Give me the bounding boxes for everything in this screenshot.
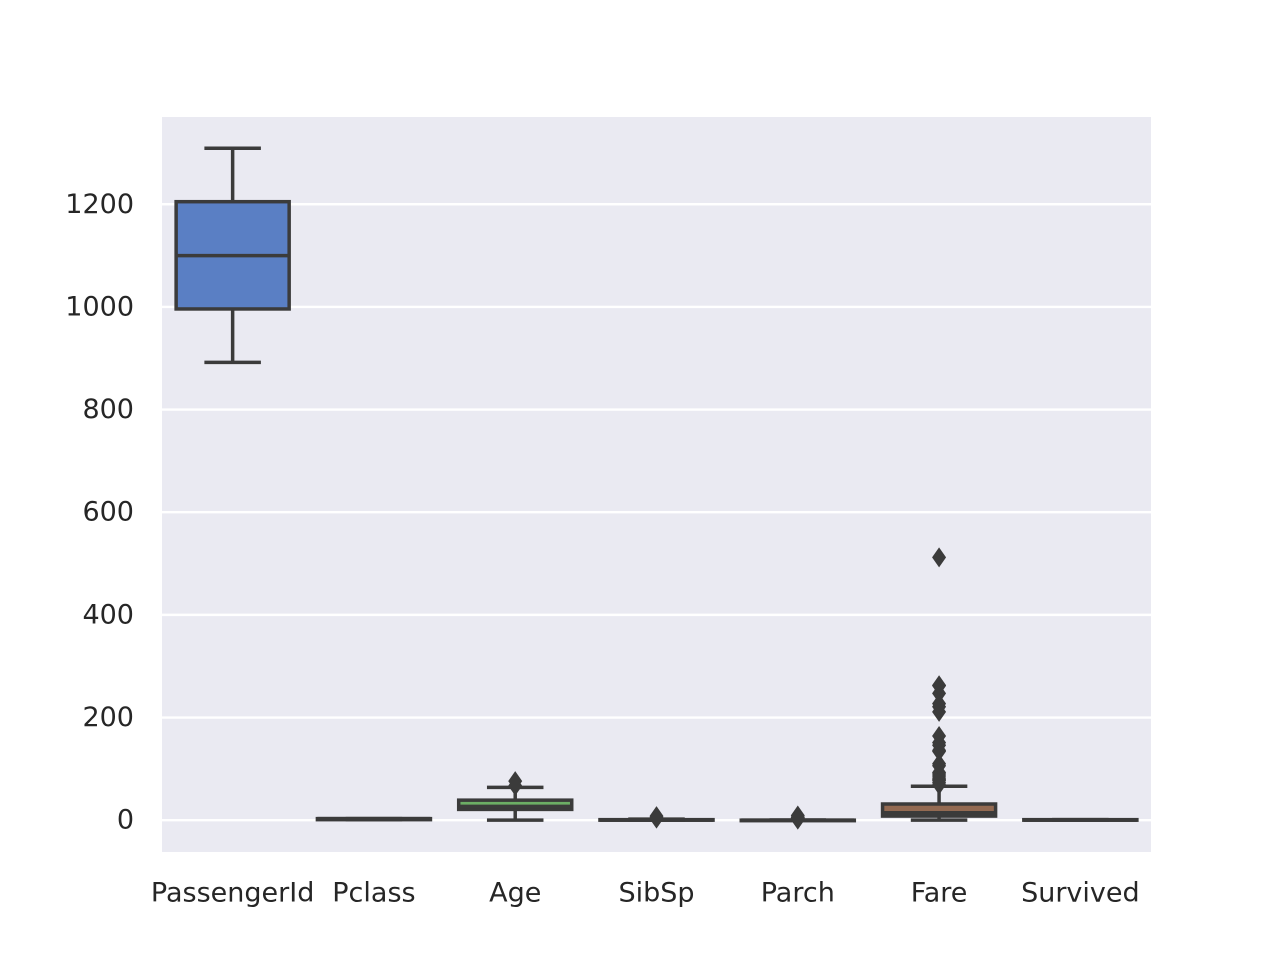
- flier-sibsp-3: [649, 806, 664, 827]
- flier-fare-20: [932, 675, 947, 696]
- flier-fare-21: [932, 547, 947, 568]
- flier-fare-9: [932, 753, 947, 774]
- boxes-layer: [174, 146, 1139, 830]
- y-axis-tick-labels: 0 200 400 600 800 1000 1200: [65, 189, 134, 836]
- y-tick-label-1000: 1000: [65, 291, 134, 322]
- flier-age-1: [508, 771, 523, 792]
- box-pclass: [315, 816, 433, 822]
- flier-fare-14: [932, 726, 947, 747]
- x-tick-label-survived: Survived: [1021, 878, 1140, 909]
- x-tick-label-age: Age: [489, 878, 541, 909]
- x-axis-tick-labels: PassengerId Pclass Age SibSp Parch Fare Surviv…: [151, 878, 1140, 909]
- y-tick-label-400: 400: [82, 599, 134, 630]
- grid-lines: [162, 203, 1151, 822]
- box-fare: [880, 547, 998, 822]
- flier-fare-17: [932, 693, 947, 714]
- x-tick-label-passengerid: PassengerId: [151, 878, 314, 909]
- y-tick-label-1200: 1200: [65, 189, 134, 220]
- box-age: [456, 771, 574, 822]
- x-tick-label-pclass: Pclass: [332, 878, 415, 909]
- box-sibsp: [598, 806, 715, 829]
- x-tick-label-sibsp: SibSp: [618, 878, 694, 909]
- box-survived: [1022, 817, 1139, 822]
- y-tick-label-0: 0: [117, 805, 134, 836]
- x-tick-label-fare: Fare: [911, 878, 968, 909]
- box-passengerid: [174, 146, 291, 365]
- plot-area-background: [162, 117, 1151, 852]
- box-parch: [739, 805, 857, 830]
- y-tick-label-800: 800: [82, 394, 134, 425]
- y-tick-label-600: 600: [82, 497, 134, 528]
- flier-parch-6: [790, 805, 805, 826]
- y-tick-label-200: 200: [82, 702, 134, 733]
- x-tick-label-parch: Parch: [761, 878, 835, 909]
